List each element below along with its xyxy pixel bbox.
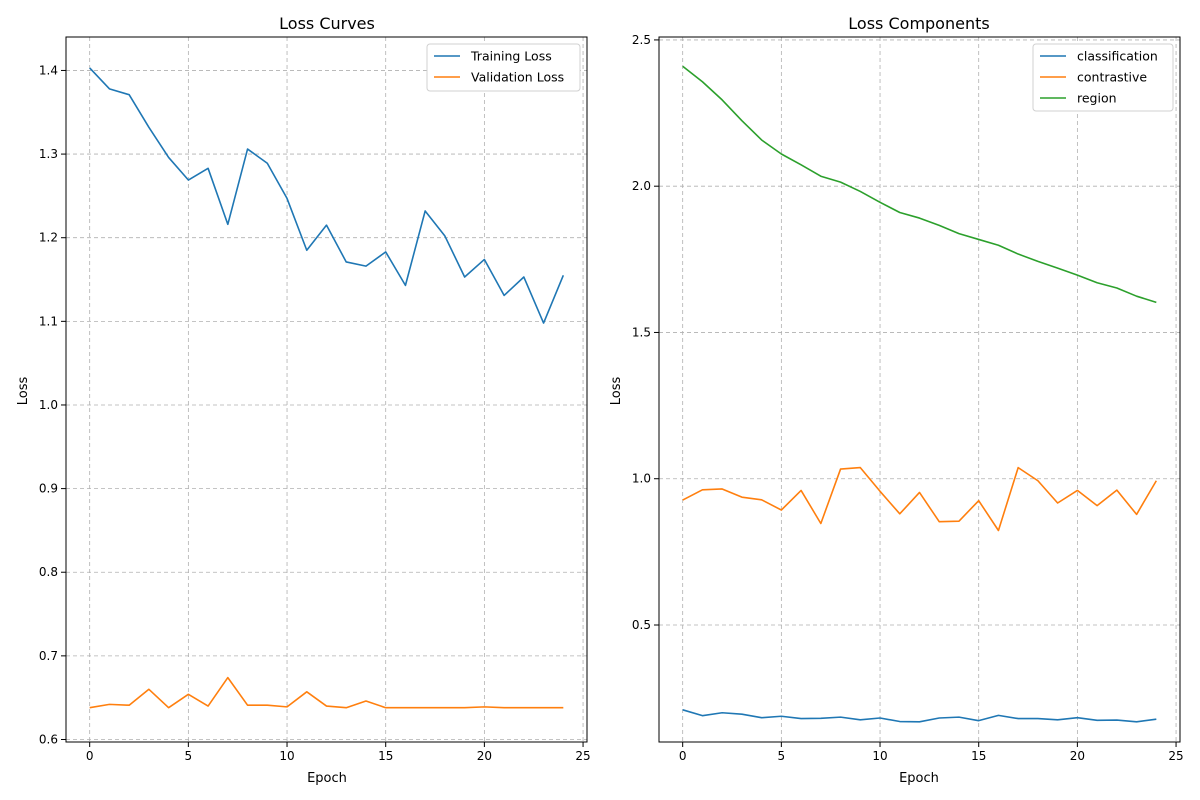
x-tick-label: 25 <box>575 749 590 763</box>
y-tick-label: 0.7 <box>39 649 58 663</box>
x-tick-label: 10 <box>279 749 294 763</box>
x-tick-label: 15 <box>971 749 986 763</box>
x-tick-label: 15 <box>378 749 393 763</box>
x-tick-label: 10 <box>872 749 887 763</box>
legend-label-classification: classification <box>1077 49 1158 64</box>
y-axis-label: Loss <box>609 377 624 406</box>
loss-curves-chart: Loss Curves Epoch Loss 0 5 10 15 20 25 0.6 0.7 0… <box>16 14 591 786</box>
plot-frame <box>658 36 1181 743</box>
y-tick-label: 1.3 <box>39 147 58 161</box>
plot-frame <box>65 36 588 743</box>
x-tick-label: 20 <box>1070 749 1085 763</box>
y-tick-label: 1.1 <box>39 314 58 328</box>
legend-label-validation-loss: Validation Loss <box>471 70 564 85</box>
legend-box <box>1032 43 1174 112</box>
legend-label-training-loss: Training Loss <box>470 49 552 64</box>
chart-title: Loss Curves <box>279 14 375 33</box>
legend-label-contrastive: contrastive <box>1077 70 1147 85</box>
series-line-training-loss <box>89 67 565 324</box>
y-tick-label: 2.0 <box>632 179 651 193</box>
series-line-validation-loss <box>89 676 564 709</box>
x-tick-label: 5 <box>185 749 193 763</box>
series-line-region <box>682 65 1157 304</box>
y-tick-label: 0.8 <box>39 565 58 579</box>
y-tick-label: 1.5 <box>632 325 651 339</box>
chart-title: Loss Components <box>848 14 989 33</box>
legend-label-region: region <box>1077 91 1117 106</box>
y-tick-label: 2.5 <box>632 33 651 47</box>
x-tick-label: 0 <box>679 749 687 763</box>
loss-components-chart: Loss Components Epoch Loss 0 5 10 15 20 25 0.5… <box>609 14 1184 786</box>
y-tick-label: 0.6 <box>39 732 58 746</box>
y-tick-label: 1.0 <box>39 398 58 412</box>
series-line-contrastive <box>682 466 1158 532</box>
legend: classification contrastive region <box>1032 43 1174 112</box>
y-tick-label: 1.0 <box>632 472 651 486</box>
x-axis-label: Epoch <box>899 771 939 786</box>
x-axis-label: Epoch <box>307 771 347 786</box>
y-tick-label: 0.9 <box>39 482 58 496</box>
x-tick-label: 0 <box>86 749 94 763</box>
y-tick-label: 1.2 <box>39 231 58 245</box>
y-tick-label: 0.5 <box>632 618 651 632</box>
series-line-classification <box>682 709 1157 723</box>
x-tick-label: 5 <box>778 749 786 763</box>
y-axis-label: Loss <box>16 377 31 406</box>
x-tick-label: 25 <box>1168 749 1183 763</box>
x-tick-label: 20 <box>477 749 492 763</box>
legend: Training Loss Validation Loss <box>426 43 581 92</box>
y-tick-label: 1.4 <box>39 63 58 77</box>
legend-box <box>426 43 581 92</box>
